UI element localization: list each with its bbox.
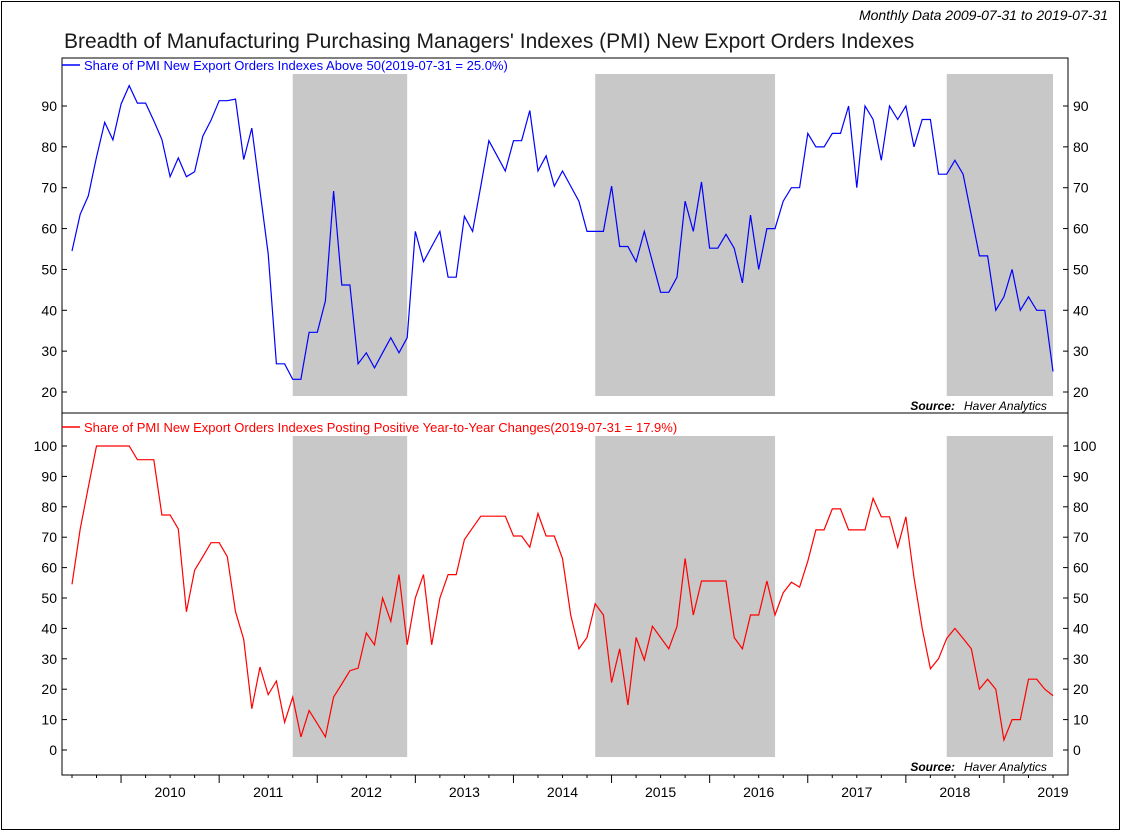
x-tick-label: 2012 <box>351 784 382 800</box>
bottom-ytick-label-left: 80 <box>41 499 57 515</box>
x-tick-label: 2018 <box>939 784 970 800</box>
bottom-source-name: Haver Analytics <box>964 760 1047 774</box>
bottom-ytick-label-right: 70 <box>1073 529 1089 545</box>
top-ytick-label-right: 30 <box>1073 343 1089 359</box>
bottom-ytick-label-left: 40 <box>41 620 57 636</box>
bottom-ytick-label-right: 10 <box>1073 712 1089 728</box>
bottom-ytick-label-right: 50 <box>1073 590 1089 606</box>
x-tick-label: 2014 <box>547 784 578 800</box>
bottom-ytick-label-left: 90 <box>41 468 57 484</box>
bottom-recession-shades <box>292 436 1053 757</box>
top-ytick-label-right: 40 <box>1073 302 1089 318</box>
top-legend-text: Share of PMI New Export Orders Indexes A… <box>84 58 508 73</box>
top-ytick-label-left: 70 <box>41 180 57 196</box>
bottom-ytick-label-right: 20 <box>1073 681 1089 697</box>
bottom-ytick-label-right: 100 <box>1073 438 1097 454</box>
top-ytick-label-right: 60 <box>1073 221 1089 237</box>
bottom-panel: 0 0 10 10 20 20 30 30 40 40 50 50 60 60 70 70 80 80 90 90 10… <box>34 412 1097 776</box>
x-tick-label: 2011 <box>253 784 283 800</box>
x-tick-label: 2013 <box>449 784 480 800</box>
top-ytick-label-left: 30 <box>41 343 57 359</box>
bottom-ytick-label-left: 60 <box>41 560 57 576</box>
bottom-ytick-label-right: 60 <box>1073 560 1089 576</box>
x-axis: 2010 2011 2012 2013 2014 2015 2016 2017 2018 2019 <box>71 775 1069 800</box>
chart-title: Breadth of Manufacturing Purchasing Mana… <box>64 30 914 53</box>
bottom-plot-border <box>61 412 1069 776</box>
x-tick-label: 2016 <box>743 784 774 800</box>
top-ytick-label-right: 90 <box>1073 98 1089 114</box>
bottom-legend-text: Share of PMI New Export Orders Indexes P… <box>84 420 677 435</box>
top-ytick-label-left: 60 <box>41 221 57 237</box>
bottom-ytick-label-left: 0 <box>49 742 57 758</box>
bottom-ytick-label-right: 30 <box>1073 651 1089 667</box>
bottom-series-line <box>71 445 1054 743</box>
x-tick-label: 2010 <box>155 784 186 800</box>
bottom-shade-1 <box>595 436 776 757</box>
bottom-source-label: Source: <box>910 760 955 774</box>
x-tick-label: 2015 <box>645 784 676 800</box>
top-shade-0 <box>292 74 408 396</box>
top-source-label: Source: <box>910 399 955 413</box>
top-shade-2 <box>946 74 1053 396</box>
top-ytick-label-right: 70 <box>1073 180 1089 196</box>
top-ytick-label-left: 40 <box>41 302 57 318</box>
bottom-ytick-label-right: 90 <box>1073 468 1089 484</box>
bottom-ytick-label-right: 80 <box>1073 499 1089 515</box>
date-range-label: Monthly Data 2009-07-31 to 2019-07-31 <box>859 7 1108 23</box>
top-ytick-label-left: 80 <box>41 139 57 155</box>
top-ytick-label-left: 50 <box>41 261 57 277</box>
bottom-ytick-label-right: 40 <box>1073 620 1089 636</box>
top-ytick-label-left: 20 <box>41 384 57 400</box>
bottom-ytick-label-left: 100 <box>34 438 58 454</box>
top-ytick-label-right: 20 <box>1073 384 1089 400</box>
top-ytick-label-right: 80 <box>1073 139 1089 155</box>
x-tick-label: 2019 <box>1037 784 1068 800</box>
x-tick-label: 2017 <box>841 784 872 800</box>
top-ytick-label-left: 90 <box>41 98 57 114</box>
bottom-shade-2 <box>946 436 1053 757</box>
bottom-ytick-label-left: 30 <box>41 651 57 667</box>
bottom-ytick-label-left: 20 <box>41 681 57 697</box>
bottom-ytick-label-left: 10 <box>41 712 57 728</box>
top-panel: 20 20 30 30 40 40 50 50 60 60 70 70 80 80 90 90 Share o… <box>41 57 1089 414</box>
bottom-shade-0 <box>292 436 408 757</box>
bottom-ytick-label-left: 50 <box>41 590 57 606</box>
top-ytick-label-right: 50 <box>1073 261 1089 277</box>
bottom-axes: 0 0 10 10 20 20 30 30 40 40 50 50 60 60 70 70 80 80 90 90 10… <box>34 412 1097 776</box>
bottom-ytick-label-left: 70 <box>41 529 57 545</box>
top-recession-shades <box>292 74 1053 396</box>
top-series-line <box>71 84 1054 380</box>
top-source-name: Haver Analytics <box>964 399 1047 413</box>
top-shade-1 <box>595 74 776 396</box>
bottom-ytick-label-right: 0 <box>1073 742 1081 758</box>
top-axes: 20 20 30 30 40 40 50 50 60 60 70 70 80 80 90 90 <box>41 57 1089 414</box>
